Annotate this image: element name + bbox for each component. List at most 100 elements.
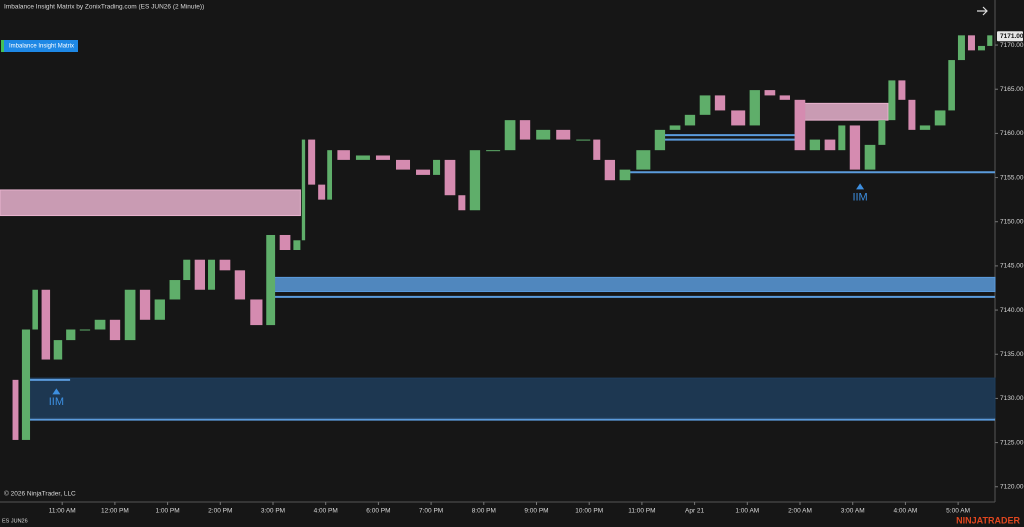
imbalance-zone <box>269 276 996 293</box>
candle <box>266 234 276 326</box>
candle <box>838 125 846 151</box>
candle <box>293 240 301 250</box>
x-tick-label: 8:00 PM <box>472 508 496 515</box>
x-tick-label: 2:00 PM <box>208 508 232 515</box>
candle <box>967 35 975 51</box>
candle <box>593 139 601 160</box>
y-tick-label: 7135.00 <box>1000 351 1024 358</box>
candle <box>987 35 993 46</box>
candle <box>234 270 246 300</box>
candle <box>849 125 861 170</box>
candle <box>669 125 681 130</box>
y-tick-label: 7140.00 <box>1000 307 1024 314</box>
candle <box>684 114 696 126</box>
candle <box>458 195 466 211</box>
candle <box>124 289 136 341</box>
candle <box>444 159 456 196</box>
imbalance-zone <box>799 102 889 121</box>
candle <box>864 144 876 170</box>
candle <box>416 169 431 175</box>
candle <box>536 129 551 140</box>
candle <box>908 99 916 130</box>
x-tick-label: 12:00 PM <box>101 508 129 515</box>
chart-header: Imbalance Insight Matrix by ZonixTrading… <box>4 4 204 11</box>
y-tick-label: 7130.00 <box>1000 395 1024 402</box>
x-tick-label: 1:00 PM <box>155 508 179 515</box>
y-tick-label: 7155.00 <box>1000 174 1024 181</box>
candle <box>32 289 38 330</box>
candle <box>469 150 481 211</box>
last-price-box <box>997 31 1023 42</box>
candle <box>301 139 306 241</box>
last-price-label: 7171.00 <box>1000 33 1024 40</box>
candle <box>41 289 51 360</box>
candle <box>433 159 441 175</box>
indicator-button[interactable] <box>1 40 78 52</box>
candle <box>109 319 121 341</box>
signal-marker <box>52 388 61 395</box>
x-tick-label: 1:00 AM <box>735 508 759 515</box>
scroll-arrow[interactable] <box>977 6 988 16</box>
x-tick-label: 3:00 PM <box>261 508 285 515</box>
candle <box>355 155 370 160</box>
candle <box>183 259 191 281</box>
candle <box>878 120 886 145</box>
candle <box>934 110 946 126</box>
candle <box>519 120 531 140</box>
candle <box>395 159 411 170</box>
candle <box>654 129 666 151</box>
x-tick-label: 7:00 PM <box>419 508 443 515</box>
y-tick-label: 7120.00 <box>1000 483 1024 490</box>
candle <box>898 80 906 100</box>
x-tick-label: 11:00 AM <box>49 508 76 515</box>
brand: NINJATRADER <box>956 515 1020 525</box>
candle <box>219 259 231 271</box>
x-tick-label: 4:00 PM <box>314 508 338 515</box>
imbalance-zone <box>0 189 301 217</box>
candle <box>53 340 63 360</box>
candle <box>888 80 896 121</box>
candle <box>576 139 591 141</box>
x-tick-label: 11:00 PM <box>628 508 655 515</box>
signal-label: IIM <box>49 396 64 408</box>
candle <box>636 150 651 170</box>
candle <box>486 150 501 152</box>
x-tick-label: 2:00 AM <box>788 508 812 515</box>
copyright: © 2026 NinjaTrader, LLC <box>4 490 76 498</box>
candle <box>977 45 985 51</box>
candle <box>556 129 571 140</box>
candle <box>279 234 291 250</box>
x-tick-label: 6:00 PM <box>366 508 390 515</box>
candle <box>948 60 955 111</box>
candle <box>957 35 965 61</box>
indicator-button-label[interactable]: Imbalance Insight Matrix <box>9 44 74 50</box>
x-tick-label: 9:00 PM <box>524 508 548 515</box>
x-tick-label: 5:00 AM <box>946 508 970 515</box>
candle <box>714 95 726 111</box>
x-tick-label: Apr 21 <box>685 508 705 515</box>
candle <box>794 99 806 151</box>
candle <box>919 125 931 130</box>
candle <box>318 184 326 200</box>
signal-label: IIM <box>852 191 867 203</box>
candle <box>604 159 616 181</box>
imbalance-zone <box>24 377 996 419</box>
y-tick-label: 7170.00 <box>1000 42 1024 49</box>
candle <box>699 95 711 115</box>
instrument: ES JUN26 <box>2 518 28 524</box>
candle <box>327 150 333 200</box>
candle <box>504 120 516 151</box>
x-tick-label: 10:00 PM <box>575 508 603 515</box>
candle <box>208 259 216 290</box>
candle <box>12 379 19 440</box>
candle <box>337 150 350 160</box>
candle <box>250 299 263 326</box>
y-tick-label: 7125.00 <box>1000 439 1024 446</box>
candle <box>749 90 760 126</box>
indicator-button-accent <box>1 40 4 52</box>
candle <box>764 90 776 96</box>
candle <box>154 299 165 320</box>
candle <box>139 289 151 320</box>
candle <box>619 169 631 181</box>
